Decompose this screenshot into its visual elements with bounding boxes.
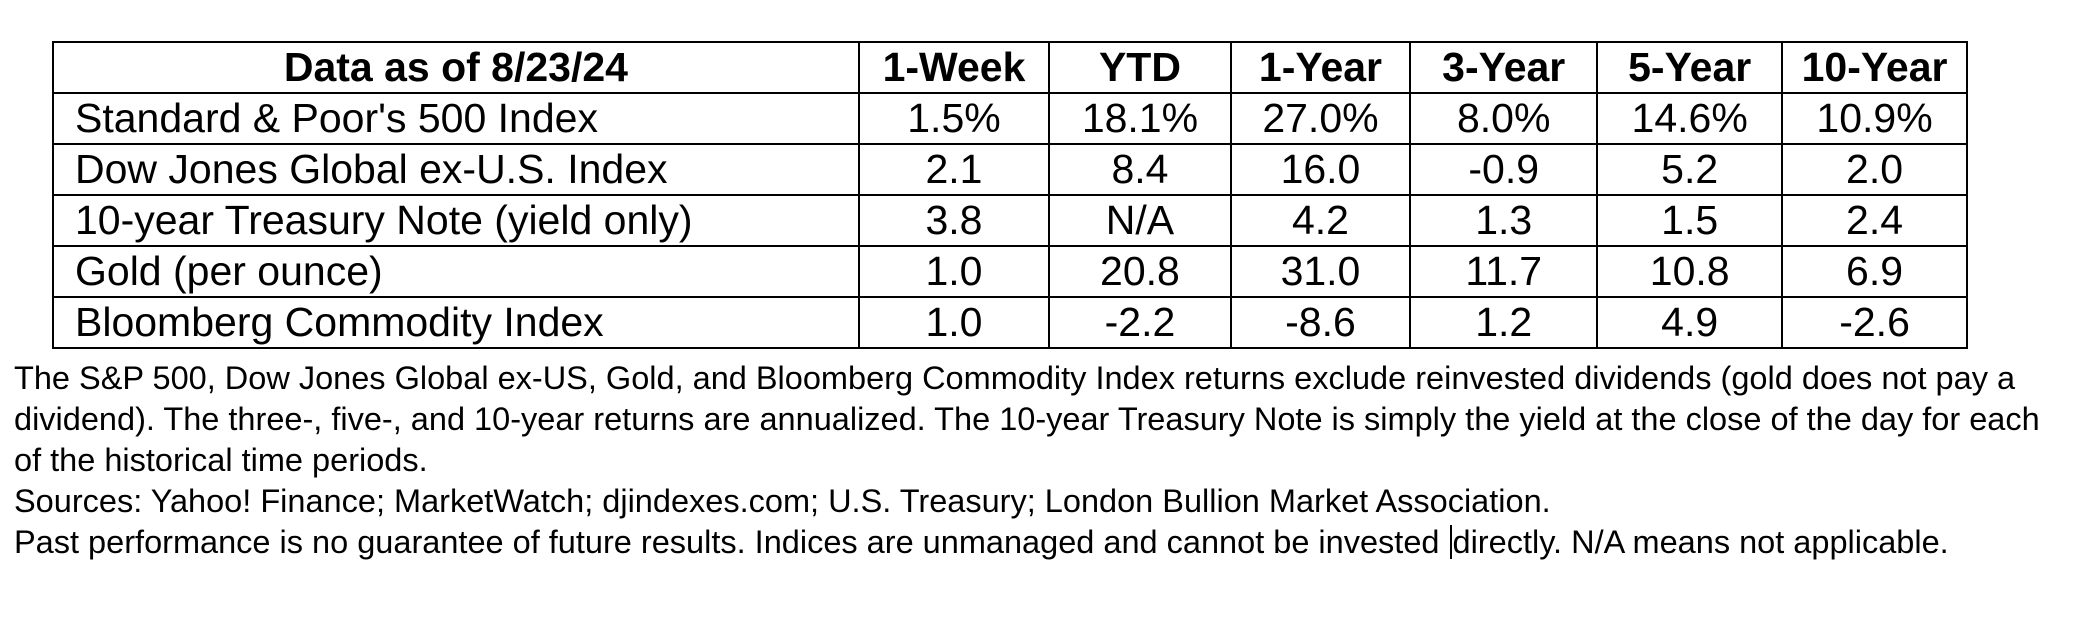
cell-1-year: 31.0 [1229, 245, 1412, 298]
cell-5-year: 4.9 [1596, 296, 1784, 349]
header-data-as-of: Data as of 8/23/24 [52, 41, 860, 94]
disclaimer-note: Past performance is no guarantee of futu… [14, 522, 2064, 563]
cell-1-year: 4.2 [1229, 194, 1412, 247]
table-row: Bloomberg Commodity Index 1.0 -2.2 -8.6 … [52, 296, 1968, 349]
cell-1-week: 1.0 [857, 245, 1051, 298]
cell-ytd: 20.8 [1048, 245, 1232, 298]
cell-3-year: 11.7 [1409, 245, 1599, 298]
cell-10-year: 2.4 [1781, 194, 1968, 247]
table-row: Dow Jones Global ex-U.S. Index 2.1 8.4 1… [52, 143, 1968, 196]
methodology-note: The S&P 500, Dow Jones Global ex-US, Gol… [14, 360, 2040, 478]
row-label: Bloomberg Commodity Index [52, 296, 860, 349]
cell-ytd: 8.4 [1048, 143, 1232, 196]
cell-1-year: -8.6 [1229, 296, 1412, 349]
cell-5-year: 1.5 [1596, 194, 1784, 247]
footnotes: The S&P 500, Dow Jones Global ex-US, Gol… [14, 358, 2064, 563]
row-label: Standard & Poor's 500 Index [52, 92, 860, 145]
row-label: 10-year Treasury Note (yield only) [52, 194, 860, 247]
table-row: Standard & Poor's 500 Index 1.5% 18.1% 2… [52, 92, 1968, 145]
cell-10-year: 10.9% [1781, 92, 1968, 145]
cell-1-week: 1.5% [857, 92, 1051, 145]
cell-1-year: 16.0 [1229, 143, 1412, 196]
header-10-year: 10-Year [1781, 41, 1968, 94]
cell-3-year: 1.2 [1409, 296, 1599, 349]
cell-ytd: N/A [1048, 194, 1232, 247]
cell-5-year: 14.6% [1596, 92, 1784, 145]
cell-10-year: -2.6 [1781, 296, 1968, 349]
header-3-year: 3-Year [1409, 41, 1599, 94]
cell-ytd: -2.2 [1048, 296, 1232, 349]
cell-10-year: 2.0 [1781, 143, 1968, 196]
cell-5-year: 10.8 [1596, 245, 1784, 298]
cell-3-year: -0.9 [1409, 143, 1599, 196]
table-row: Gold (per ounce) 1.0 20.8 31.0 11.7 10.8… [52, 245, 1968, 298]
cell-1-week: 2.1 [857, 143, 1051, 196]
text-cursor [1449, 525, 1452, 559]
header-ytd: YTD [1048, 41, 1232, 94]
disclaimer-text-start: Past performance is no guarantee of futu… [14, 524, 1449, 560]
row-label: Gold (per ounce) [52, 245, 860, 298]
cell-5-year: 5.2 [1596, 143, 1784, 196]
header-5-year: 5-Year [1596, 41, 1784, 94]
cell-10-year: 6.9 [1781, 245, 1968, 298]
sources-note: Sources: Yahoo! Finance; MarketWatch; dj… [14, 483, 1551, 519]
cell-1-year: 27.0% [1229, 92, 1412, 145]
header-1-week: 1-Week [857, 41, 1051, 94]
row-label: Dow Jones Global ex-U.S. Index [52, 143, 860, 196]
market-returns-table: Data as of 8/23/24 1-Week YTD 1-Year 3-Y… [52, 41, 1968, 349]
table-row: 10-year Treasury Note (yield only) 3.8 N… [52, 194, 1968, 247]
cell-3-year: 1.3 [1409, 194, 1599, 247]
cell-1-week: 1.0 [857, 296, 1051, 349]
cell-1-week: 3.8 [857, 194, 1051, 247]
header-1-year: 1-Year [1229, 41, 1412, 94]
cell-ytd: 18.1% [1048, 92, 1232, 145]
table-header-row: Data as of 8/23/24 1-Week YTD 1-Year 3-Y… [52, 41, 1968, 94]
disclaimer-text-end: directly. N/A means not applicable. [1452, 524, 1949, 560]
cell-3-year: 8.0% [1409, 92, 1599, 145]
